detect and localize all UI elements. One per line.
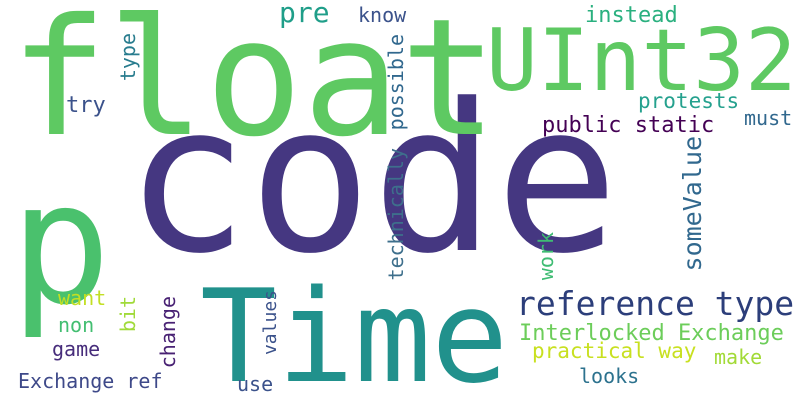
word-try: try: [66, 95, 106, 117]
word-technically: technically: [386, 148, 406, 280]
word-instead: instead: [585, 5, 678, 27]
word-exchange-ref: Exchange ref: [18, 371, 163, 391]
word-use: use: [237, 374, 273, 394]
word-must: must: [744, 108, 792, 128]
word-bit: bit: [118, 296, 138, 332]
word-work: work: [536, 232, 556, 280]
word-float: float: [10, 0, 498, 160]
word-public-static: public static: [542, 115, 714, 137]
word-protests: protests: [638, 91, 739, 112]
word-want: want: [58, 288, 106, 308]
word-values: values: [262, 290, 280, 355]
word-make: make: [714, 347, 762, 367]
word-game: game: [52, 339, 100, 359]
word-somevalue: someValue: [680, 136, 705, 271]
word-reference-type: reference type: [516, 287, 794, 320]
word-type: type: [118, 33, 138, 81]
word-possible: possible: [386, 34, 406, 130]
word-non: non: [58, 315, 94, 335]
word-know: know: [358, 5, 406, 25]
word-looks: looks: [579, 366, 639, 386]
word-pre: pre: [279, 0, 330, 27]
word-change: change: [158, 296, 178, 368]
word-practical-way: practical way: [532, 341, 696, 362]
